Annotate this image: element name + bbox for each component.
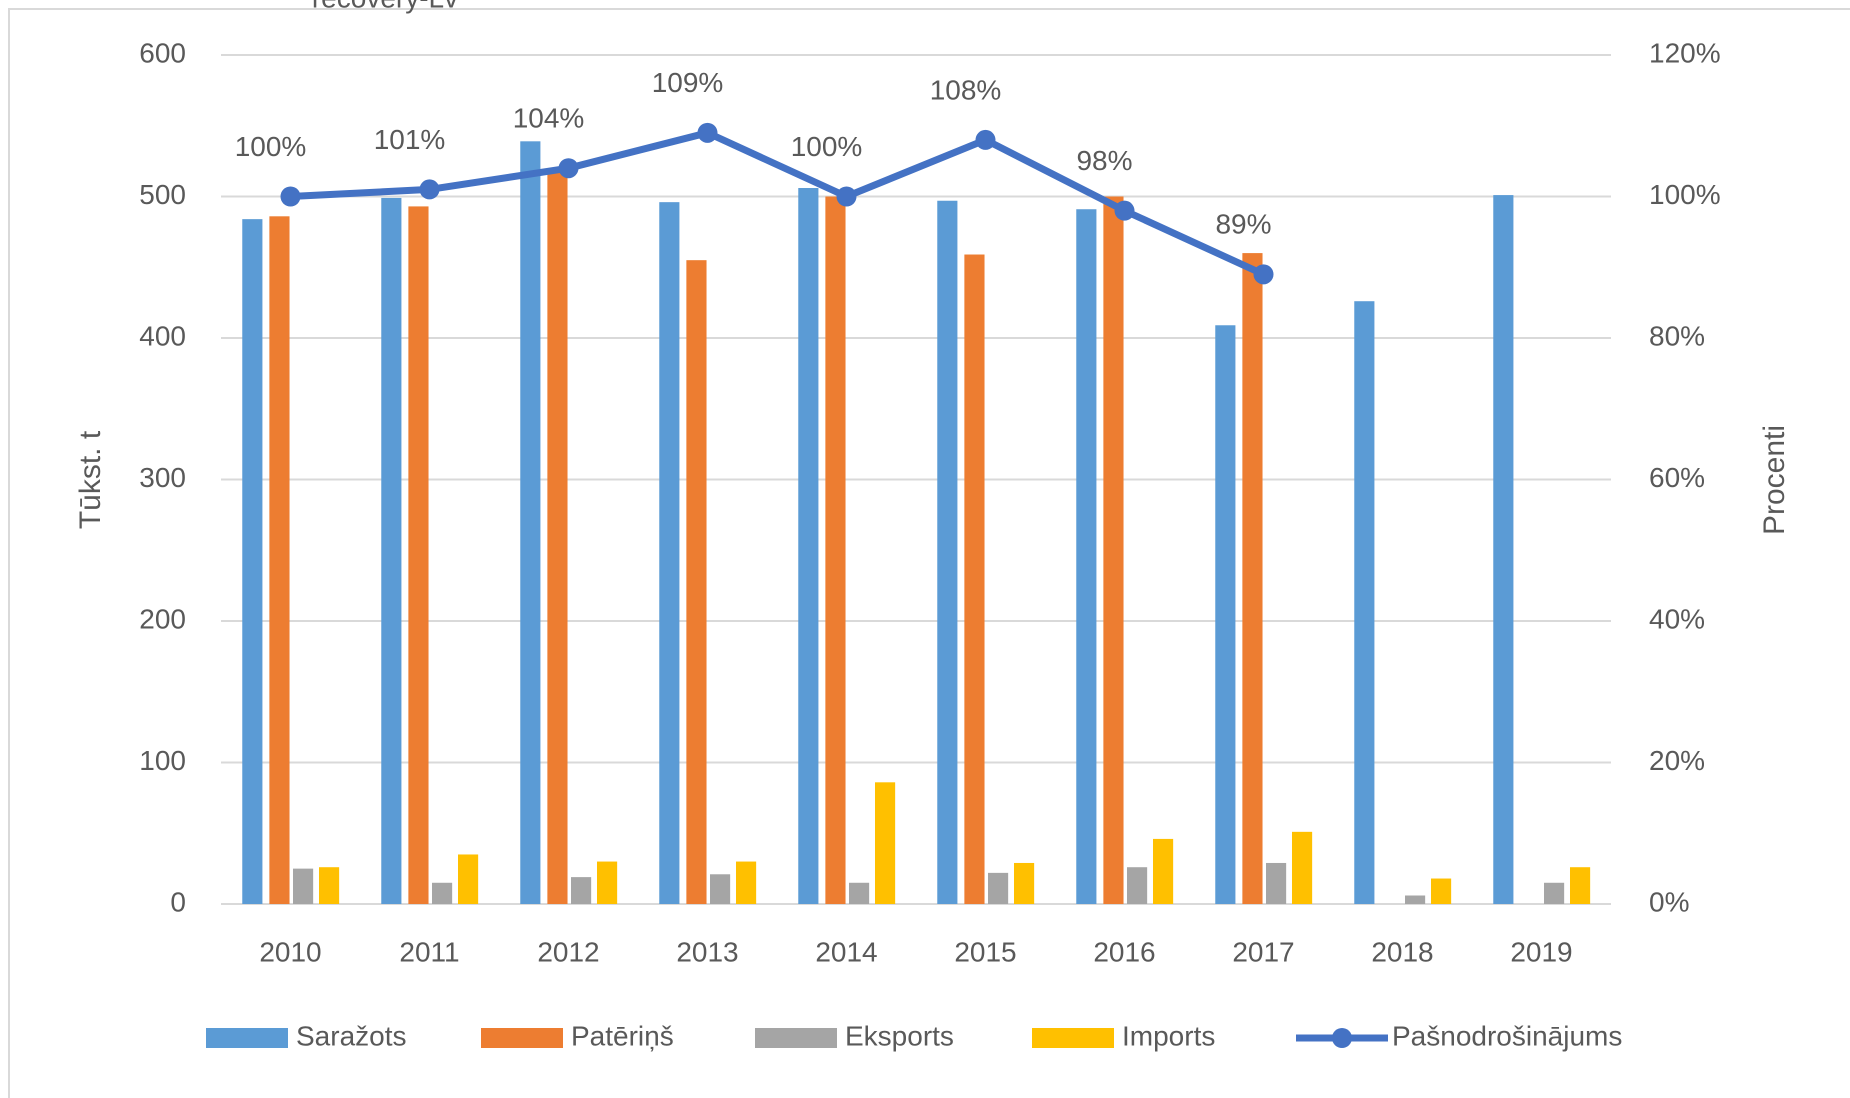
legend-swatch xyxy=(1332,1028,1352,1048)
y2-tick-label: 80% xyxy=(1649,320,1705,351)
bar xyxy=(1215,325,1236,904)
bar xyxy=(1127,867,1148,904)
legend-swatch xyxy=(755,1028,837,1048)
line-point xyxy=(836,186,857,207)
data-label: 109% xyxy=(652,67,724,98)
bar xyxy=(1493,195,1514,904)
bar xyxy=(686,260,707,904)
bar xyxy=(1569,867,1591,904)
bar xyxy=(1354,301,1375,905)
y2-tick-label: 120% xyxy=(1649,37,1721,68)
y-tick-label: 600 xyxy=(139,37,186,68)
x-tick-label: 2013 xyxy=(676,936,738,967)
x-tick-label: 2019 xyxy=(1510,936,1572,967)
annotation: recovery-Lv xyxy=(312,0,458,13)
bar xyxy=(1242,253,1263,905)
data-label: 100% xyxy=(235,131,307,162)
bar xyxy=(798,188,819,904)
bar xyxy=(988,872,1009,904)
x-tick-label: 2018 xyxy=(1371,936,1433,967)
bar xyxy=(1152,838,1174,904)
data-label: 104% xyxy=(513,103,585,134)
bar xyxy=(735,861,757,904)
data-label: 100% xyxy=(791,131,863,162)
bar xyxy=(1013,862,1035,904)
x-tick-label: 2015 xyxy=(954,936,1016,967)
line-point xyxy=(1253,264,1274,285)
x-tick-label: 2011 xyxy=(399,936,459,967)
x-tick-label: 2014 xyxy=(815,936,877,967)
y-tick-label: 400 xyxy=(139,320,186,351)
y2-tick-label: 40% xyxy=(1649,603,1705,634)
bar xyxy=(408,206,429,904)
bar xyxy=(1291,831,1313,904)
legend-swatch xyxy=(481,1028,563,1048)
y-tick-label: 500 xyxy=(139,179,186,210)
data-label: 98% xyxy=(1076,145,1132,176)
legend-label: Eksports xyxy=(845,1020,954,1051)
y2-tick-label: 60% xyxy=(1649,462,1705,493)
y2-tick-label: 100% xyxy=(1649,179,1721,210)
bar xyxy=(596,861,618,904)
bar xyxy=(937,200,958,904)
y2-axis-title: Procenti xyxy=(1758,425,1791,535)
legend-swatch xyxy=(1032,1028,1114,1048)
line-point xyxy=(280,186,301,207)
bar xyxy=(547,168,568,904)
bar xyxy=(571,877,592,904)
bar xyxy=(432,882,453,904)
bar xyxy=(849,882,870,904)
x-tick-label: 2017 xyxy=(1232,936,1294,967)
legend-label: Pašnodrošinājums xyxy=(1392,1020,1622,1051)
y2-tick-label: 20% xyxy=(1649,745,1705,776)
y-tick-label: 100 xyxy=(139,745,186,776)
bar xyxy=(1405,895,1426,904)
bar xyxy=(293,868,314,904)
y-axis-title: Tūkst. t xyxy=(74,430,107,529)
y2-tick-label: 0% xyxy=(1649,886,1689,917)
data-label: 101% xyxy=(374,124,446,155)
bar xyxy=(457,854,479,904)
line-point xyxy=(975,129,996,150)
bar xyxy=(1076,209,1097,905)
line-point xyxy=(697,122,718,143)
line-point xyxy=(1114,200,1135,221)
line-point xyxy=(558,158,579,179)
bar xyxy=(318,867,340,904)
legend-label: Imports xyxy=(1122,1020,1215,1051)
data-label: 108% xyxy=(930,74,1002,105)
data-label: 89% xyxy=(1215,209,1271,240)
y-tick-label: 200 xyxy=(139,603,186,634)
line xyxy=(290,129,1265,278)
bar xyxy=(825,196,846,904)
bar xyxy=(964,254,985,904)
bar xyxy=(269,216,290,904)
y-tick-label: 300 xyxy=(139,462,186,493)
bar xyxy=(1266,862,1287,904)
bar xyxy=(242,219,263,904)
x-tick-label: 2012 xyxy=(537,936,599,967)
bar xyxy=(710,874,731,904)
bar xyxy=(1544,882,1565,904)
x-tick-label: 2010 xyxy=(259,936,321,967)
chart-frame xyxy=(8,8,1850,1098)
line-point xyxy=(419,179,440,200)
legend-label: Saražots xyxy=(296,1020,407,1051)
bar xyxy=(520,141,541,904)
bar xyxy=(1430,878,1452,904)
y-tick-label: 0 xyxy=(170,886,186,917)
bar xyxy=(874,782,896,904)
bar xyxy=(381,197,402,905)
bar xyxy=(1103,196,1124,904)
legend-label: Patēriņš xyxy=(571,1020,674,1051)
bar xyxy=(659,202,680,904)
legend-swatch xyxy=(206,1028,288,1048)
x-tick-label: 2016 xyxy=(1093,936,1155,967)
